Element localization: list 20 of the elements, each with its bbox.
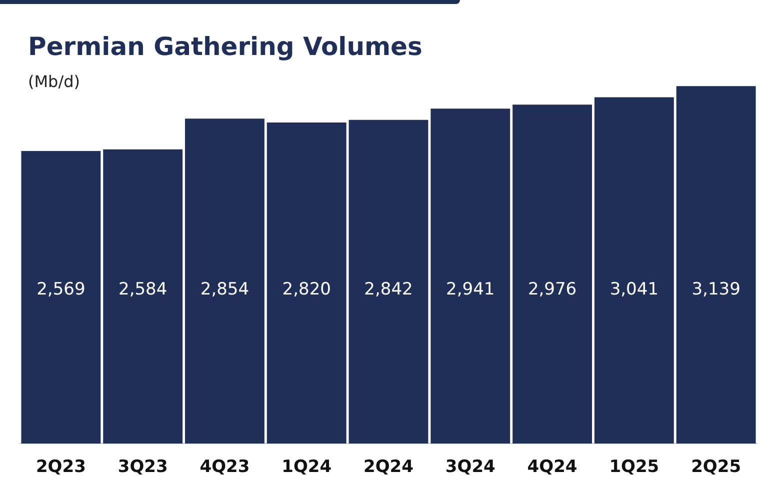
x-tick-label: 4Q23 (200, 457, 250, 478)
data-label: 2,976 (528, 279, 577, 300)
data-label: 3,041 (610, 279, 659, 300)
x-tick-label: 4Q24 (527, 457, 578, 478)
data-label: 3,139 (692, 279, 740, 300)
x-tick-label: 1Q24 (282, 457, 332, 478)
data-label: 2,569 (36, 279, 86, 300)
x-tick-label: 2Q23 (36, 457, 86, 478)
data-label: 2,820 (282, 279, 331, 300)
data-label: 2,941 (446, 279, 495, 300)
chart-subtitle: (Mb/d) (28, 72, 80, 91)
x-tick-label: 2Q25 (691, 457, 742, 478)
x-tick-label: 2Q24 (364, 457, 414, 478)
data-label: 2,842 (364, 279, 413, 300)
chart-title: Permian Gathering Volumes (28, 32, 422, 61)
x-tick-label: 3Q23 (118, 457, 168, 478)
data-label: 2,854 (200, 279, 250, 300)
x-tick-label: 3Q24 (445, 457, 496, 478)
x-tick-label: 1Q25 (609, 457, 660, 478)
data-label: 2,584 (118, 279, 168, 300)
